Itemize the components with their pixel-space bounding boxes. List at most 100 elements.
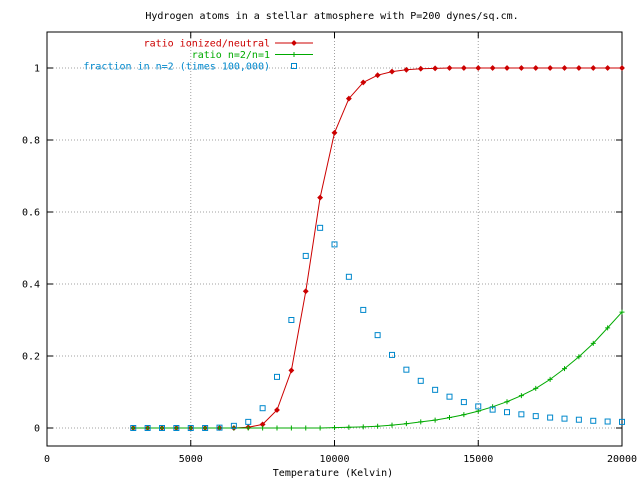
data-point bbox=[360, 79, 367, 86]
data-point bbox=[345, 273, 352, 280]
data-point bbox=[461, 412, 467, 418]
data-point bbox=[144, 425, 151, 431]
plot-area bbox=[130, 65, 625, 431]
y-tick-label: 0 bbox=[34, 424, 40, 435]
data-point bbox=[475, 403, 482, 410]
series-1 bbox=[130, 65, 625, 431]
data-point bbox=[575, 65, 582, 71]
data-point bbox=[374, 72, 381, 79]
chart-title: Hydrogen atoms in a stellar atmosphere w… bbox=[145, 11, 518, 22]
data-point bbox=[331, 241, 338, 248]
data-point bbox=[590, 65, 597, 71]
data-point bbox=[332, 425, 337, 431]
data-point bbox=[360, 424, 366, 430]
data-point bbox=[230, 422, 237, 429]
data-point bbox=[547, 414, 554, 421]
legend-label: ratio n=2/n=1 bbox=[192, 50, 270, 61]
y-tick-label: 0.6 bbox=[22, 208, 40, 219]
data-point bbox=[302, 288, 309, 295]
data-point bbox=[518, 393, 524, 399]
data-point bbox=[418, 419, 424, 425]
data-point bbox=[288, 317, 295, 323]
data-point bbox=[145, 425, 151, 431]
data-point bbox=[417, 377, 424, 384]
data-point bbox=[447, 415, 452, 421]
x-tick-label: 5000 bbox=[179, 454, 203, 465]
data-point bbox=[446, 65, 453, 71]
data-point bbox=[375, 423, 381, 429]
data-point bbox=[360, 306, 367, 313]
series-line bbox=[133, 311, 623, 429]
data-point bbox=[159, 425, 165, 431]
y-tick-label: 0.2 bbox=[22, 352, 40, 363]
data-point bbox=[532, 413, 539, 420]
data-point bbox=[576, 354, 582, 360]
data-point bbox=[346, 424, 352, 430]
y-tick-label: 0.8 bbox=[22, 136, 40, 147]
data-point bbox=[274, 373, 280, 380]
data-point bbox=[460, 65, 467, 71]
data-point bbox=[619, 309, 625, 315]
data-point bbox=[446, 393, 453, 400]
data-point bbox=[288, 367, 295, 374]
data-point bbox=[489, 406, 496, 413]
legend-marker bbox=[291, 40, 297, 46]
data-point bbox=[303, 425, 309, 431]
data-point bbox=[504, 409, 510, 416]
data-point bbox=[288, 425, 294, 431]
data-point bbox=[317, 425, 323, 431]
data-point bbox=[317, 224, 324, 231]
data-point bbox=[417, 65, 424, 72]
data-point bbox=[561, 415, 568, 422]
x-tick-label: 20000 bbox=[607, 454, 637, 465]
data-point bbox=[188, 425, 194, 431]
data-point bbox=[432, 65, 439, 72]
data-point bbox=[432, 417, 438, 423]
series-2 bbox=[130, 309, 625, 431]
data-point bbox=[259, 405, 266, 412]
data-point bbox=[173, 425, 180, 431]
data-point bbox=[475, 65, 482, 71]
data-point bbox=[389, 68, 395, 75]
x-tick-label: 15000 bbox=[463, 454, 493, 465]
data-point bbox=[619, 418, 625, 425]
data-point bbox=[460, 399, 467, 406]
legend-marker bbox=[291, 52, 297, 57]
data-point bbox=[389, 422, 395, 428]
data-point bbox=[619, 65, 625, 71]
data-point bbox=[317, 194, 324, 201]
data-point bbox=[590, 340, 596, 346]
data-point bbox=[260, 425, 266, 431]
data-point bbox=[173, 425, 179, 431]
series-line bbox=[133, 67, 622, 429]
data-point bbox=[216, 424, 223, 431]
data-point bbox=[605, 325, 611, 331]
data-point bbox=[274, 425, 280, 431]
data-point bbox=[562, 366, 567, 372]
legend-label: ratio ionized/neutral bbox=[144, 39, 270, 50]
x-axis-label: Temperature (Kelvin) bbox=[273, 468, 393, 479]
x-tick-label: 0 bbox=[44, 454, 50, 465]
data-point bbox=[533, 385, 539, 391]
axes: 0 5000 10000 15000 20000 0 0.2 0.4 0.6 0.8 1 bbox=[22, 31, 637, 465]
data-point bbox=[590, 417, 597, 424]
data-point bbox=[547, 65, 554, 71]
legend-label: fraction in n=2 (times 100,000) bbox=[83, 62, 270, 73]
data-point bbox=[504, 65, 510, 71]
grid bbox=[47, 32, 622, 446]
data-point bbox=[561, 65, 568, 71]
data-point bbox=[274, 407, 280, 413]
data-point bbox=[130, 425, 137, 431]
y-tick-label: 0.4 bbox=[22, 280, 40, 291]
data-point bbox=[187, 425, 194, 431]
data-point bbox=[403, 421, 409, 427]
data-point bbox=[604, 418, 611, 425]
data-point bbox=[202, 425, 209, 431]
data-point bbox=[475, 408, 481, 414]
data-point bbox=[575, 416, 582, 423]
data-point bbox=[504, 399, 510, 405]
series-3 bbox=[130, 224, 625, 431]
data-point bbox=[159, 425, 165, 431]
